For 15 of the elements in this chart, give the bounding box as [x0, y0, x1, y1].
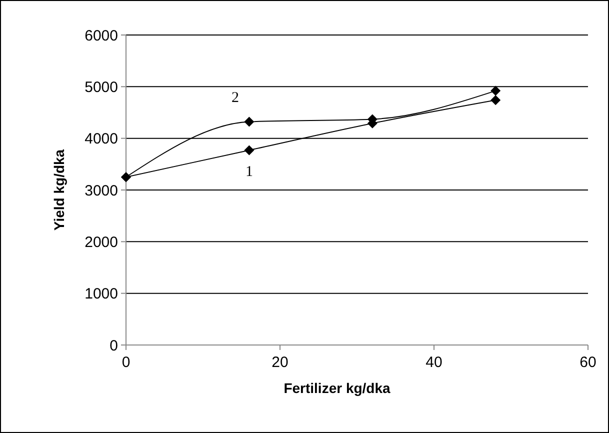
- y-tick-label: 3000: [84, 182, 118, 200]
- y-tick-label: 0: [110, 337, 118, 354]
- x-tick-label: 40: [426, 354, 442, 371]
- x-axis-title: Fertilizer kg/dka: [284, 380, 391, 396]
- series-label: 1: [245, 164, 253, 180]
- x-tick-label: 60: [580, 354, 596, 371]
- x-tick-label: 20: [272, 354, 288, 371]
- y-tick-label: 1000: [84, 286, 118, 303]
- y-tick-label: 4000: [84, 130, 118, 148]
- y-tick-label: 6000: [84, 27, 118, 44]
- series-label: 2: [231, 90, 239, 106]
- y-tick-label: 5000: [84, 78, 118, 96]
- y-axis-title: Yield kg/dka: [51, 149, 67, 231]
- y-tick-label: 2000: [84, 234, 118, 251]
- x-tick-label: 0: [122, 354, 130, 371]
